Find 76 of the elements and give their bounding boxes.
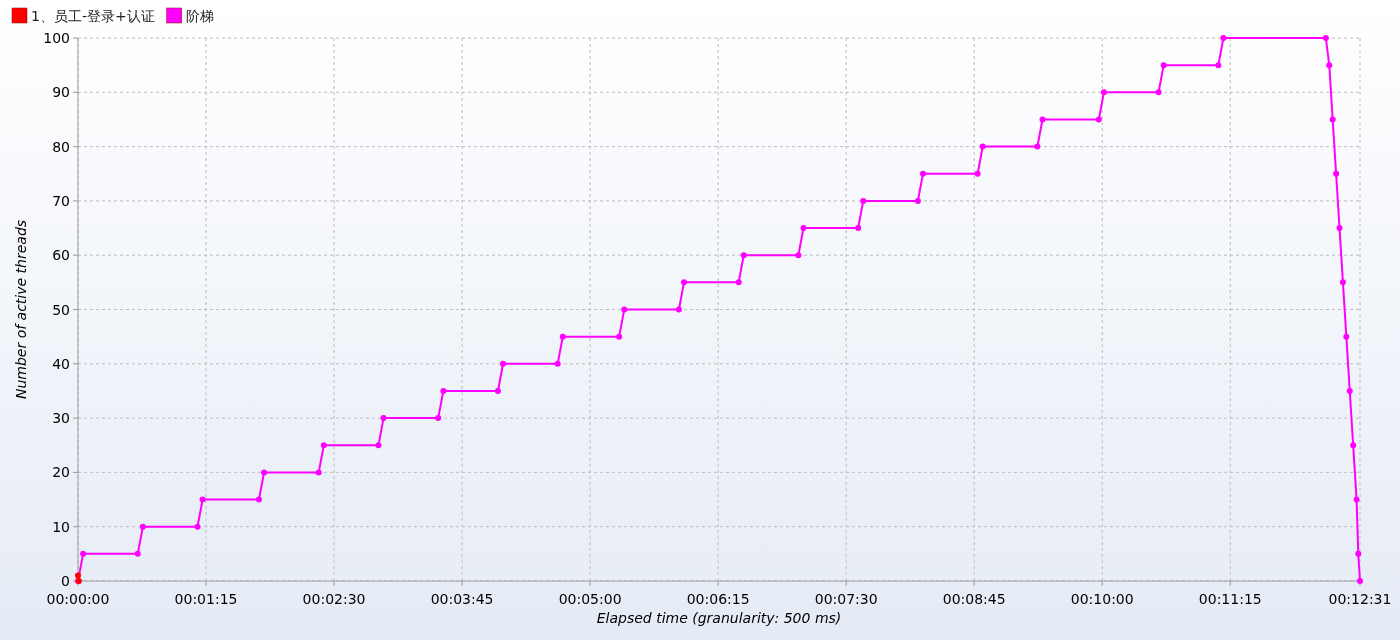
point xyxy=(1155,89,1162,96)
x-tick-label: 00:07:30 xyxy=(814,591,878,607)
x-tick-label: 00:10:00 xyxy=(1070,591,1134,607)
x-tick-label: 00:11:15 xyxy=(1198,591,1262,607)
point xyxy=(1355,550,1362,557)
point xyxy=(139,523,146,530)
x-tick-label: 00:02:30 xyxy=(302,591,366,607)
point xyxy=(1095,116,1102,123)
point xyxy=(1100,89,1107,96)
legend-label: 阶梯 xyxy=(185,8,214,24)
point xyxy=(675,306,682,313)
y-tick-label: 60 xyxy=(52,247,70,264)
point xyxy=(1322,35,1329,41)
y-tick-label: 100 xyxy=(43,30,70,46)
point xyxy=(1353,496,1360,503)
point xyxy=(740,252,747,259)
y-tick-label: 80 xyxy=(52,138,70,155)
point xyxy=(261,469,268,476)
point xyxy=(860,197,867,204)
point xyxy=(1329,116,1336,123)
point xyxy=(1034,143,1041,150)
point xyxy=(621,306,628,313)
y-tick-label: 30 xyxy=(52,410,70,427)
point xyxy=(979,143,986,150)
point xyxy=(380,415,387,422)
point xyxy=(1346,387,1353,394)
point xyxy=(616,333,623,340)
x-tick-label: 00:00:00 xyxy=(46,591,110,607)
x-tick-label: 00:05:00 xyxy=(558,591,622,607)
point xyxy=(315,469,322,476)
x-axis-title: Elapsed time (granularity: 500 ms) xyxy=(596,610,842,626)
point xyxy=(681,279,688,286)
point xyxy=(435,415,442,422)
point xyxy=(554,360,561,367)
point xyxy=(795,252,802,259)
point xyxy=(500,360,507,367)
point xyxy=(1326,62,1333,69)
point xyxy=(440,387,447,394)
point xyxy=(199,496,206,503)
x-tick-label: 00:12:31 xyxy=(1328,591,1392,607)
y-tick-label: 20 xyxy=(52,464,70,481)
point xyxy=(914,197,921,204)
y-tick-label: 50 xyxy=(52,301,70,318)
point xyxy=(1343,333,1350,340)
point xyxy=(80,550,87,557)
point xyxy=(919,170,926,177)
point xyxy=(974,170,981,177)
point xyxy=(1339,279,1346,286)
point xyxy=(375,442,382,449)
y-axis-title: Number of active threads xyxy=(13,219,29,400)
point xyxy=(1160,62,1167,69)
y-tick-label: 0 xyxy=(61,573,70,589)
y-tick-label: 10 xyxy=(52,518,70,535)
x-tick-label: 00:08:45 xyxy=(942,591,1006,607)
point xyxy=(800,225,807,232)
point xyxy=(320,442,327,449)
point xyxy=(559,333,566,340)
point xyxy=(494,387,501,394)
point xyxy=(134,550,141,557)
point xyxy=(194,523,201,530)
point xyxy=(1350,442,1357,449)
y-tick-label: 90 xyxy=(52,84,70,101)
point xyxy=(1333,170,1340,177)
x-tick-label: 00:06:15 xyxy=(686,591,750,607)
point xyxy=(1039,116,1046,123)
x-tick-label: 00:01:15 xyxy=(174,591,238,607)
point xyxy=(255,496,262,503)
y-tick-label: 70 xyxy=(52,192,70,209)
point xyxy=(1220,35,1227,41)
x-tick-label: 00:03:45 xyxy=(430,591,494,607)
point xyxy=(735,279,742,286)
point xyxy=(1215,62,1222,69)
point xyxy=(855,225,862,232)
y-tick-label: 40 xyxy=(52,355,70,372)
point xyxy=(1336,225,1343,232)
legend-label: 1、员工-登录+认证 xyxy=(31,8,155,24)
